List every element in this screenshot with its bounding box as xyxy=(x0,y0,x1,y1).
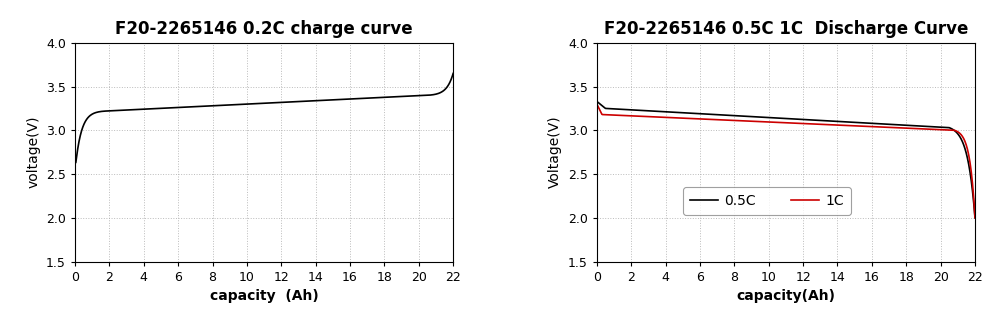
Line: 0.5C: 0.5C xyxy=(597,101,975,218)
Title: F20-2265146 0.2C charge curve: F20-2265146 0.2C charge curve xyxy=(115,21,413,38)
0.5C xyxy=(843,120,855,124)
1C xyxy=(814,122,826,126)
Legend: 0.5C, 1C: 0.5C, 1C xyxy=(683,187,851,215)
1C xyxy=(762,120,774,124)
X-axis label: capacity  (Ah): capacity (Ah) xyxy=(210,289,318,303)
0.5C xyxy=(814,119,826,122)
1C xyxy=(843,124,855,127)
0.5C xyxy=(688,112,700,115)
1C xyxy=(591,102,603,106)
Y-axis label: Voltage(V): Voltage(V) xyxy=(548,116,562,189)
Y-axis label: voltage(V): voltage(V) xyxy=(27,116,41,188)
0.5C xyxy=(762,116,774,120)
0.5C xyxy=(658,110,670,113)
Line: 1C: 1C xyxy=(597,104,975,218)
1C xyxy=(688,117,700,120)
X-axis label: capacity(Ah): capacity(Ah) xyxy=(736,289,835,303)
Title: F20-2265146 0.5C 1C  Discharge Curve: F20-2265146 0.5C 1C Discharge Curve xyxy=(604,21,968,38)
1C xyxy=(658,115,670,119)
1C xyxy=(876,125,888,129)
1C xyxy=(969,216,981,220)
0.5C xyxy=(876,122,888,126)
0.5C xyxy=(591,100,603,103)
0.5C xyxy=(969,216,981,220)
